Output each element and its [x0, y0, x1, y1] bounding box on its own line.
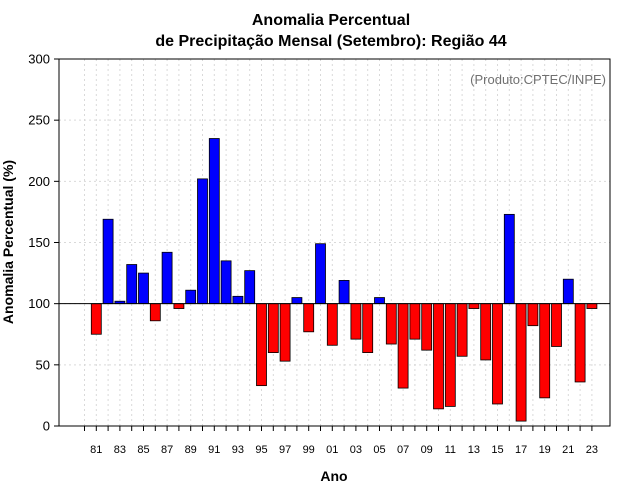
bar-2018 [527, 303, 539, 327]
bar-2002 [338, 280, 350, 305]
y-axis-label: Anomalia Percentual (%) [0, 160, 16, 324]
bar-2019 [539, 303, 551, 399]
x-tick-label: 83 [114, 444, 126, 456]
bar-1987 [161, 251, 173, 305]
bar-2012 [456, 303, 468, 357]
bar-1990 [197, 178, 208, 305]
bar-2016 [503, 213, 515, 305]
x-tick-label: 87 [161, 444, 173, 456]
x-tick-label: 23 [586, 444, 598, 456]
x-axis-label: Ano [320, 468, 347, 484]
y-axis: 0 50 100 150 200 250 300 [28, 52, 59, 434]
y-tick-label: 0 [43, 419, 50, 434]
x-tick-label: 99 [303, 444, 315, 456]
y-tick-label: 100 [28, 296, 50, 311]
bar-1988 [173, 303, 185, 309]
bar-2015 [492, 303, 503, 405]
bar-2007 [397, 303, 409, 389]
bar-1998 [291, 297, 303, 305]
credit-text: (Produto:CPTEC/INPE) [470, 72, 606, 87]
bar-1994 [244, 270, 256, 305]
x-tick-label: 21 [562, 444, 574, 456]
y-tick-label: 50 [36, 357, 50, 372]
y-tick-label: 300 [28, 52, 50, 67]
bar-1989 [185, 289, 197, 305]
x-tick-label: 89 [185, 444, 197, 456]
x-tick-label: 95 [255, 444, 267, 456]
bar-2001 [326, 303, 338, 346]
bar-1982 [102, 218, 114, 305]
x-tick-label: 19 [539, 444, 551, 456]
bar-2022 [574, 303, 586, 383]
x-tick-label: 81 [90, 444, 102, 456]
bar-1981 [90, 303, 102, 335]
bar-2013 [468, 303, 480, 309]
bar-2023 [586, 303, 598, 309]
chart-title-line2: de Precipitação Mensal (Setembro): Regiã… [155, 33, 506, 50]
bar-2009 [421, 303, 433, 351]
bar-2017 [515, 303, 527, 422]
x-axis: 81 83 85 87 89 91 93 95 97 99 01 03 05 07 09 11 13 15 17 19… [84, 426, 598, 456]
bars [90, 138, 598, 422]
x-tick-label: 91 [208, 444, 220, 456]
bar-1996 [267, 303, 279, 353]
x-tick-label: 07 [397, 444, 409, 456]
bar-2000 [315, 243, 326, 305]
bar-1991 [208, 138, 220, 305]
bar-1985 [138, 272, 149, 305]
x-tick-label: 11 [445, 444, 456, 456]
x-tick-label: 05 [373, 444, 385, 456]
x-tick-label: 03 [350, 444, 362, 456]
y-tick-label: 150 [28, 235, 50, 250]
bar-1997 [279, 303, 291, 362]
grid [59, 59, 610, 426]
bar-1993 [232, 295, 244, 305]
bar-1992 [220, 260, 232, 305]
bar-2014 [480, 303, 492, 361]
chart-title-line1: Anomalia Percentual [252, 12, 410, 29]
x-tick-label: 01 [326, 444, 338, 456]
x-tick-label: 13 [468, 444, 480, 456]
bar-2020 [551, 303, 562, 347]
x-tick-label: 85 [137, 444, 149, 456]
bar-2004 [362, 303, 374, 353]
bar-1999 [303, 303, 315, 333]
bar-2005 [374, 297, 385, 305]
x-tick-label: 93 [232, 444, 244, 456]
bar-2011 [444, 303, 456, 407]
bar-2021 [562, 278, 574, 305]
bar-2003 [350, 303, 362, 340]
bar-2006 [385, 303, 397, 345]
bar-1995 [256, 303, 267, 387]
bar-1984 [126, 264, 138, 305]
x-tick-label: 17 [515, 444, 527, 456]
y-tick-label: 200 [28, 174, 50, 189]
bar-2008 [409, 303, 421, 340]
x-tick-label: 97 [279, 444, 291, 456]
x-tick-label: 09 [421, 444, 433, 456]
x-tick-label: 15 [491, 444, 503, 456]
bar-2010 [433, 303, 444, 410]
bar-1986 [149, 303, 161, 322]
y-tick-label: 250 [28, 113, 50, 128]
